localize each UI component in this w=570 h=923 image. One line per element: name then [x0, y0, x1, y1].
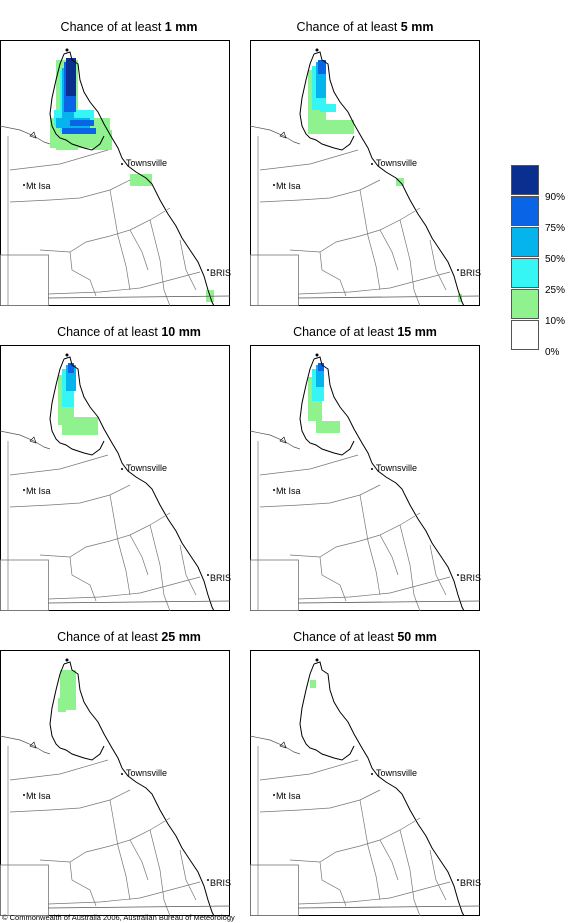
- panel-title-50mm: Chance of at least 50 mm: [250, 630, 480, 644]
- place-label-townsville: Townsville: [376, 158, 418, 168]
- legend-label-75: 75%: [545, 223, 566, 234]
- probability-legend: 90% 75% 50% 25% 10% 0%: [511, 165, 570, 358]
- panel-title-5mm: Chance of at least 5 mm: [250, 20, 480, 34]
- legend-swatch-75: [511, 196, 539, 226]
- probability-shading: [308, 60, 462, 302]
- map-panel-50mm: [250, 650, 480, 916]
- map-panel-1mm: [0, 40, 230, 306]
- place-label-mt-isa: Mt Isa: [26, 181, 51, 191]
- probability-shading: [58, 670, 76, 712]
- title-prefix: Chance of at least: [57, 630, 162, 644]
- place-label-bris: BRIS: [460, 268, 482, 278]
- legend-swatch-0: [511, 320, 539, 350]
- legend-swatch-10: [511, 289, 539, 319]
- map-panel-5mm: [250, 40, 480, 306]
- legend-swatch-50: [511, 227, 539, 257]
- place-label-mt-isa: Mt Isa: [276, 181, 301, 191]
- place-label-townsville: Townsville: [126, 463, 168, 473]
- panel-title-1mm: Chance of at least 1 mm: [14, 20, 244, 34]
- place-label-mt-isa: Mt Isa: [26, 486, 51, 496]
- title-amount: 15 mm: [397, 325, 437, 339]
- panel-title-10mm: Chance of at least 10 mm: [14, 325, 244, 339]
- map-panel-15mm: [250, 345, 480, 611]
- place-label-bris: BRIS: [210, 573, 232, 583]
- title-prefix: Chance of at least: [296, 20, 401, 34]
- title-amount: 10 mm: [161, 325, 201, 339]
- panel-title-15mm: Chance of at least 15 mm: [250, 325, 480, 339]
- legend-swatch-90: [511, 165, 539, 195]
- place-label-townsville: Townsville: [376, 768, 418, 778]
- title-prefix: Chance of at least: [293, 325, 398, 339]
- place-label-mt-isa: Mt Isa: [276, 486, 301, 496]
- copyright-notice: © Commonwealth of Australia 2006, Austra…: [2, 913, 235, 922]
- map-panel-25mm: [0, 650, 230, 916]
- place-label-townsville: Townsville: [376, 463, 418, 473]
- probability-shading: [58, 363, 98, 435]
- title-prefix: Chance of at least: [293, 630, 398, 644]
- legend-label-90: 90%: [545, 192, 566, 203]
- place-label-mt-isa: Mt Isa: [276, 791, 301, 801]
- place-label-bris: BRIS: [210, 268, 232, 278]
- title-prefix: Chance of at least: [60, 20, 165, 34]
- panel-title-25mm: Chance of at least 25 mm: [14, 630, 244, 644]
- legend-swatch-25: [511, 258, 539, 288]
- map-panel-10mm: [0, 345, 230, 611]
- title-amount: 25 mm: [161, 630, 201, 644]
- title-amount: 50 mm: [397, 630, 437, 644]
- title-prefix: Chance of at least: [57, 325, 162, 339]
- place-label-bris: BRIS: [460, 573, 482, 583]
- legend-label-0: 0%: [545, 347, 560, 358]
- probability-shading: [310, 680, 316, 688]
- legend-label-25: 25%: [545, 285, 566, 296]
- probability-shading: [308, 363, 340, 433]
- legend-label-10: 10%: [545, 316, 566, 327]
- place-label-townsville: Townsville: [126, 768, 168, 778]
- legend-label-50: 50%: [545, 254, 566, 265]
- place-label-bris: BRIS: [210, 878, 232, 888]
- title-amount: 1 mm: [164, 20, 198, 34]
- place-label-bris: BRIS: [460, 878, 482, 888]
- place-label-mt-isa: Mt Isa: [26, 791, 51, 801]
- title-amount: 5 mm: [400, 20, 434, 34]
- place-label-townsville: Townsville: [126, 158, 168, 168]
